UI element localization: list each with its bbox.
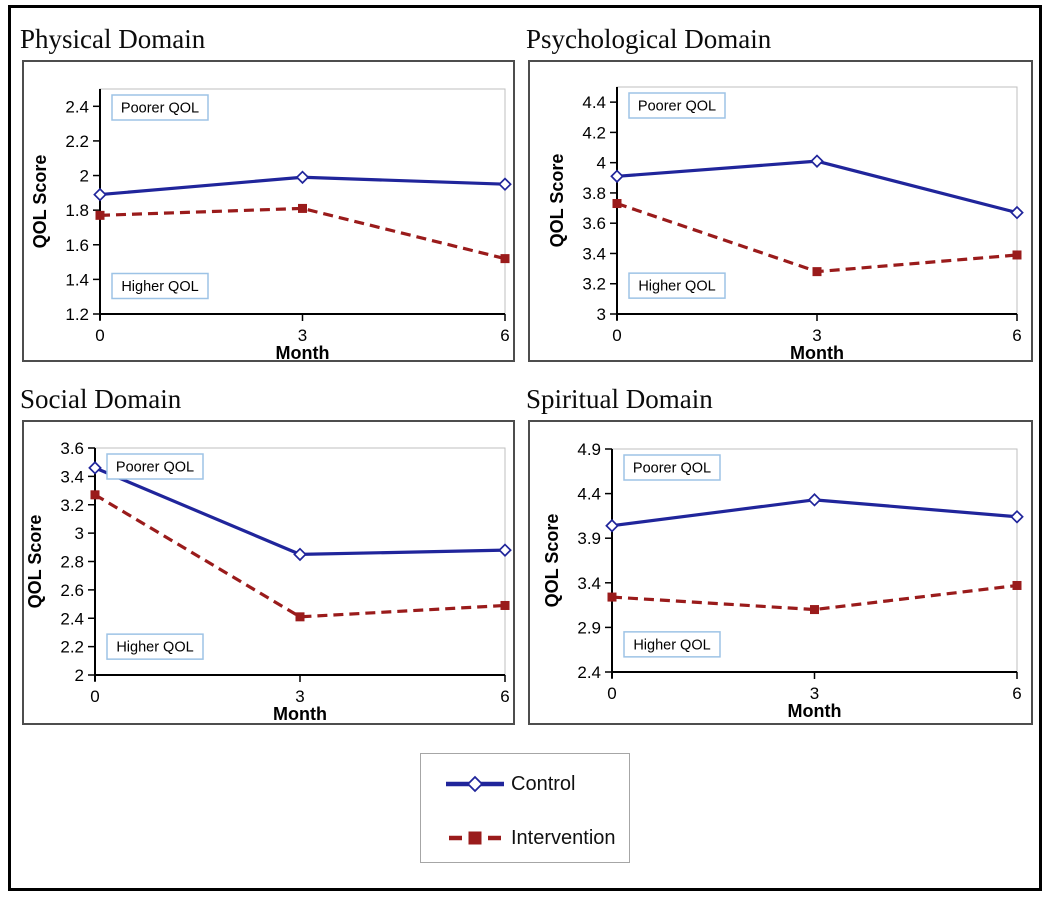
svg-text:1.8: 1.8	[65, 201, 89, 220]
svg-text:QOL Score: QOL Score	[25, 515, 45, 609]
svg-text:4.2: 4.2	[582, 123, 606, 142]
svg-text:6: 6	[1012, 326, 1021, 345]
svg-text:2: 2	[75, 666, 84, 685]
svg-text:1.2: 1.2	[65, 305, 89, 324]
svg-text:0: 0	[90, 687, 99, 706]
svg-text:Poorer QOL: Poorer QOL	[116, 460, 194, 476]
svg-text:2.2: 2.2	[65, 132, 89, 151]
social-domain-line-chart: 2 2.2 2.4 2.6 2.8 3 3.2 3.4 3.6 0 3 6 Month QOL Score…	[25, 439, 512, 723]
svg-text:6: 6	[1012, 684, 1021, 703]
svg-text:Month: Month	[276, 343, 330, 360]
svg-text:4.4: 4.4	[577, 485, 601, 504]
svg-text:3: 3	[810, 684, 819, 703]
svg-text:6: 6	[500, 326, 509, 345]
svg-text:3.2: 3.2	[60, 496, 84, 515]
legend-item-intervention: Intervention	[443, 823, 616, 853]
svg-text:2.8: 2.8	[60, 553, 84, 572]
svg-text:3.4: 3.4	[60, 467, 84, 486]
svg-text:2.4: 2.4	[60, 609, 84, 628]
intervention-line-swatch	[449, 831, 501, 845]
chart-box-social-domain: 2 2.2 2.4 2.6 2.8 3 3.2 3.4 3.6 0 3 6 Month QOL Score…	[22, 420, 515, 725]
svg-text:0: 0	[607, 684, 616, 703]
svg-text:QOL Score: QOL Score	[30, 155, 50, 249]
svg-text:3.4: 3.4	[582, 244, 606, 263]
svg-text:3: 3	[75, 524, 84, 543]
svg-text:Higher QOL: Higher QOL	[116, 640, 193, 656]
svg-text:2.4: 2.4	[65, 97, 89, 116]
svg-text:3: 3	[597, 305, 606, 324]
svg-text:2.4: 2.4	[577, 663, 601, 682]
svg-text:6: 6	[500, 687, 509, 706]
chart-box-psychological-domain: 3 3.2 3.4 3.6 3.8 4 4.2 4.4 0 3 6 Month QOL Score Poo…	[528, 60, 1033, 362]
legend: Control Intervention	[420, 753, 630, 863]
svg-text:0: 0	[612, 326, 621, 345]
svg-text:3.6: 3.6	[60, 439, 84, 458]
svg-text:4: 4	[597, 154, 606, 173]
svg-text:3.6: 3.6	[582, 214, 606, 233]
svg-text:3.9: 3.9	[577, 529, 601, 548]
svg-text:0: 0	[95, 326, 104, 345]
svg-text:2: 2	[80, 167, 89, 186]
svg-text:Higher QOL: Higher QOL	[121, 279, 198, 295]
legend-label-control: Control	[511, 772, 576, 795]
chart-title-social-domain: Social Domain	[20, 384, 182, 414]
svg-text:3.2: 3.2	[582, 275, 606, 294]
svg-text:Poorer QOL: Poorer QOL	[638, 99, 716, 115]
chart-title-physical-domain: Physical Domain	[20, 24, 206, 54]
svg-text:2.6: 2.6	[60, 581, 84, 600]
legend-item-control: Control	[443, 769, 575, 799]
svg-text:QOL Score: QOL Score	[542, 514, 562, 608]
svg-text:Poorer QOL: Poorer QOL	[633, 461, 711, 477]
svg-text:Higher QOL: Higher QOL	[633, 637, 710, 653]
chart-box-physical-domain: 1.2 1.4 1.6 1.8 2 2.2 2.4 0 3 6 Month QOL Score Poor…	[22, 60, 515, 362]
chart-title-psychological-domain: Psychological Domain	[526, 24, 772, 54]
svg-text:3: 3	[812, 326, 821, 345]
svg-text:2.9: 2.9	[577, 618, 601, 637]
svg-text:3.4: 3.4	[577, 574, 601, 593]
control-line-swatch	[446, 775, 504, 793]
svg-text:3: 3	[295, 687, 304, 706]
svg-text:2.2: 2.2	[60, 638, 84, 657]
chart-box-spiritual-domain: 2.4 2.9 3.4 3.9 4.4 4.9 0 3 6 Month QOL Score Poore…	[528, 420, 1033, 725]
svg-text:3: 3	[298, 326, 307, 345]
svg-text:Month: Month	[273, 704, 327, 723]
legend-label-intervention: Intervention	[511, 826, 616, 849]
spiritual-domain-line-chart: 2.4 2.9 3.4 3.9 4.4 4.9 0 3 6 Month QOL Score Poore…	[542, 440, 1024, 721]
svg-text:1.4: 1.4	[65, 270, 89, 289]
svg-text:Higher QOL: Higher QOL	[638, 279, 715, 295]
svg-text:1.6: 1.6	[65, 236, 89, 255]
svg-text:3.8: 3.8	[582, 184, 606, 203]
svg-text:Month: Month	[790, 343, 844, 360]
svg-text:4.4: 4.4	[582, 93, 606, 112]
svg-text:Poorer QOL: Poorer QOL	[121, 101, 199, 117]
svg-text:4.9: 4.9	[577, 440, 601, 459]
svg-text:QOL Score: QOL Score	[547, 154, 567, 248]
physical-domain-line-chart: 1.2 1.4 1.6 1.8 2 2.2 2.4 0 3 6 Month QOL Score Poor…	[30, 88, 512, 360]
svg-text:Month: Month	[788, 701, 842, 721]
chart-title-spiritual-domain: Spiritual Domain	[526, 384, 713, 414]
